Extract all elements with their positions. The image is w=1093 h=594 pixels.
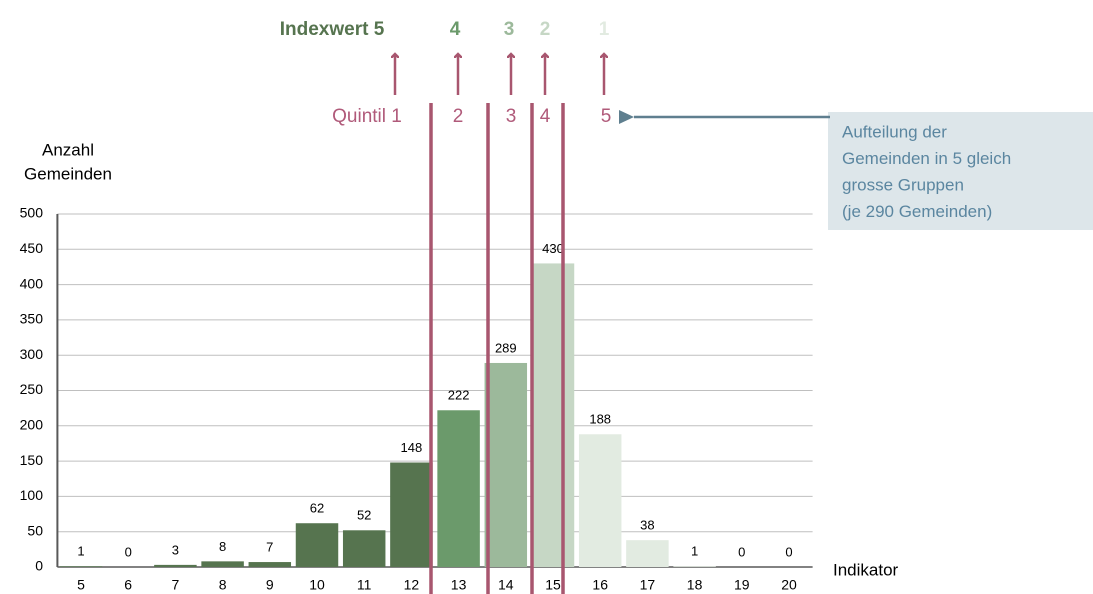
value-label: 222 (448, 388, 470, 403)
x-tick-label: 9 (266, 577, 274, 593)
index-label: 3 (504, 19, 515, 40)
quintile-label: 3 (506, 106, 517, 127)
y-tick-label: 300 (20, 346, 44, 362)
x-tick-label: 16 (592, 577, 608, 593)
x-tick-label: 11 (357, 577, 372, 593)
value-label: 3 (172, 542, 179, 557)
bar (390, 462, 433, 567)
y-tick-label: 150 (20, 452, 44, 468)
note-text: (je 290 Gemeinden) (842, 202, 992, 221)
value-label: 289 (495, 340, 517, 355)
bar (531, 263, 575, 567)
bar (154, 564, 197, 567)
x-tick-label: 18 (687, 577, 703, 593)
y-tick-label: 250 (20, 381, 44, 397)
y-tick-label: 200 (20, 417, 44, 433)
bar (248, 562, 292, 567)
y-tick-label: 500 (20, 205, 44, 221)
bar (578, 434, 622, 567)
value-label: 38 (640, 518, 654, 533)
arrows (395, 54, 604, 95)
y-tick-label: 100 (20, 487, 44, 503)
y-tick-label: 400 (20, 275, 44, 291)
quintile-label: 4 (540, 106, 551, 127)
value-label: 8 (219, 539, 226, 554)
quintile-label: 2 (453, 106, 464, 127)
value-label: 0 (738, 544, 745, 559)
y-tick-label: 0 (35, 558, 43, 574)
value-label: 1 (691, 544, 698, 559)
y-tick-label: 50 (27, 522, 43, 538)
value-label: 0 (125, 544, 132, 559)
x-tick-label: 7 (172, 577, 180, 593)
x-tick-label: 6 (124, 577, 132, 593)
note-text: grosse Gruppen (842, 175, 964, 194)
index-label: 4 (450, 19, 461, 40)
value-label: 188 (589, 412, 611, 427)
value-label: 52 (357, 508, 371, 523)
y-tick-label: 350 (20, 311, 44, 327)
x-tick-label: 8 (219, 577, 227, 593)
note-box (828, 112, 1093, 230)
value-label: 62 (310, 501, 324, 516)
value-label: 0 (785, 544, 792, 559)
x-tick-label: 13 (451, 577, 467, 593)
bar (59, 566, 103, 567)
x-axis-label: Indikator (833, 560, 899, 579)
bar (626, 540, 669, 567)
quintile-label: 5 (601, 106, 612, 127)
x-tick-label: 20 (781, 577, 797, 593)
y-tick-label: 450 (20, 240, 44, 256)
bar (484, 362, 528, 567)
x-tick-label: 15 (545, 577, 561, 593)
value-label: 430 (542, 241, 564, 256)
bar (673, 566, 716, 567)
x-tick-label: 12 (404, 577, 420, 593)
quintile-label: Quintil 1 (332, 106, 402, 127)
value-label: 1 (77, 544, 84, 559)
y-axis-label: Anzahl (42, 140, 94, 159)
index-label: 2 (540, 19, 551, 40)
note-text: Gemeinden in 5 gleich (842, 149, 1011, 168)
x-tick-label: 17 (640, 577, 656, 593)
value-label: 7 (266, 539, 273, 554)
x-tick-label: 14 (498, 577, 514, 593)
y-axis-label: Gemeinden (24, 164, 112, 183)
value-label: 148 (401, 440, 423, 455)
index-label: Indexwert 5 (280, 19, 385, 40)
note-text: Aufteilung der (842, 122, 947, 141)
x-tick-label: 5 (77, 577, 85, 593)
x-tick-label: 10 (309, 577, 325, 593)
bar (201, 561, 244, 567)
x-tick-label: 19 (734, 577, 750, 593)
bar (437, 410, 480, 567)
bar (295, 523, 339, 567)
index-label: 1 (599, 19, 610, 40)
bar (342, 530, 386, 567)
